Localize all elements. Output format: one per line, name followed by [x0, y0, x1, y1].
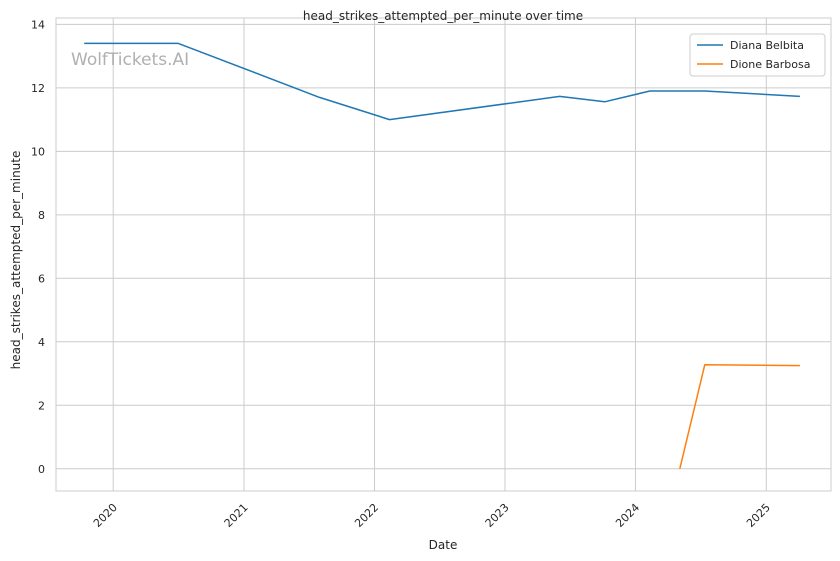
legend-box [689, 33, 826, 77]
y-axis-title: head_strikes_attempted_per_minute [9, 151, 23, 370]
watermark: WolfTickets.AI [71, 50, 189, 70]
x-tick-label: 2023 [483, 501, 512, 530]
y-tick-label: 6 [38, 272, 45, 285]
y-tick-label: 4 [38, 336, 45, 349]
x-tick-label: 2025 [744, 501, 773, 530]
x-tick-label: 2022 [352, 501, 381, 530]
y-tick-label: 0 [38, 463, 45, 476]
x-tick-labels: 2020 2021 2022 2023 2024 2025 [91, 501, 773, 530]
y-tick-label: 8 [38, 209, 45, 222]
y-tick-labels: 0 2 4 6 8 10 12 14 [31, 18, 45, 475]
x-axis-title: Date [429, 538, 458, 552]
plot-area [56, 18, 831, 491]
legend-label-dione-barbosa: Dione Barbosa [730, 58, 811, 71]
series-line-dione-barbosa [679, 363, 800, 469]
x-gridlines [112, 18, 767, 491]
chart-title: head_strikes_attempted_per_minute over t… [303, 9, 583, 23]
legend-label-diana-belbita: Diana Belbita [730, 39, 804, 52]
plot-frame [55, 17, 832, 492]
series-layer [84, 42, 800, 469]
x-tick-label: 2024 [613, 501, 642, 530]
legend: Diana Belbita Dione Barbosa [689, 33, 826, 77]
y-tick-label: 2 [38, 399, 45, 412]
y-gridlines [56, 23, 831, 470]
series-line-diana-belbita [84, 42, 800, 121]
x-tick-label: 2021 [222, 501, 251, 530]
x-tick-label: 2020 [91, 501, 120, 530]
y-tick-label: 12 [31, 82, 45, 95]
y-tick-label: 10 [31, 145, 45, 158]
y-tick-label: 14 [31, 18, 45, 31]
